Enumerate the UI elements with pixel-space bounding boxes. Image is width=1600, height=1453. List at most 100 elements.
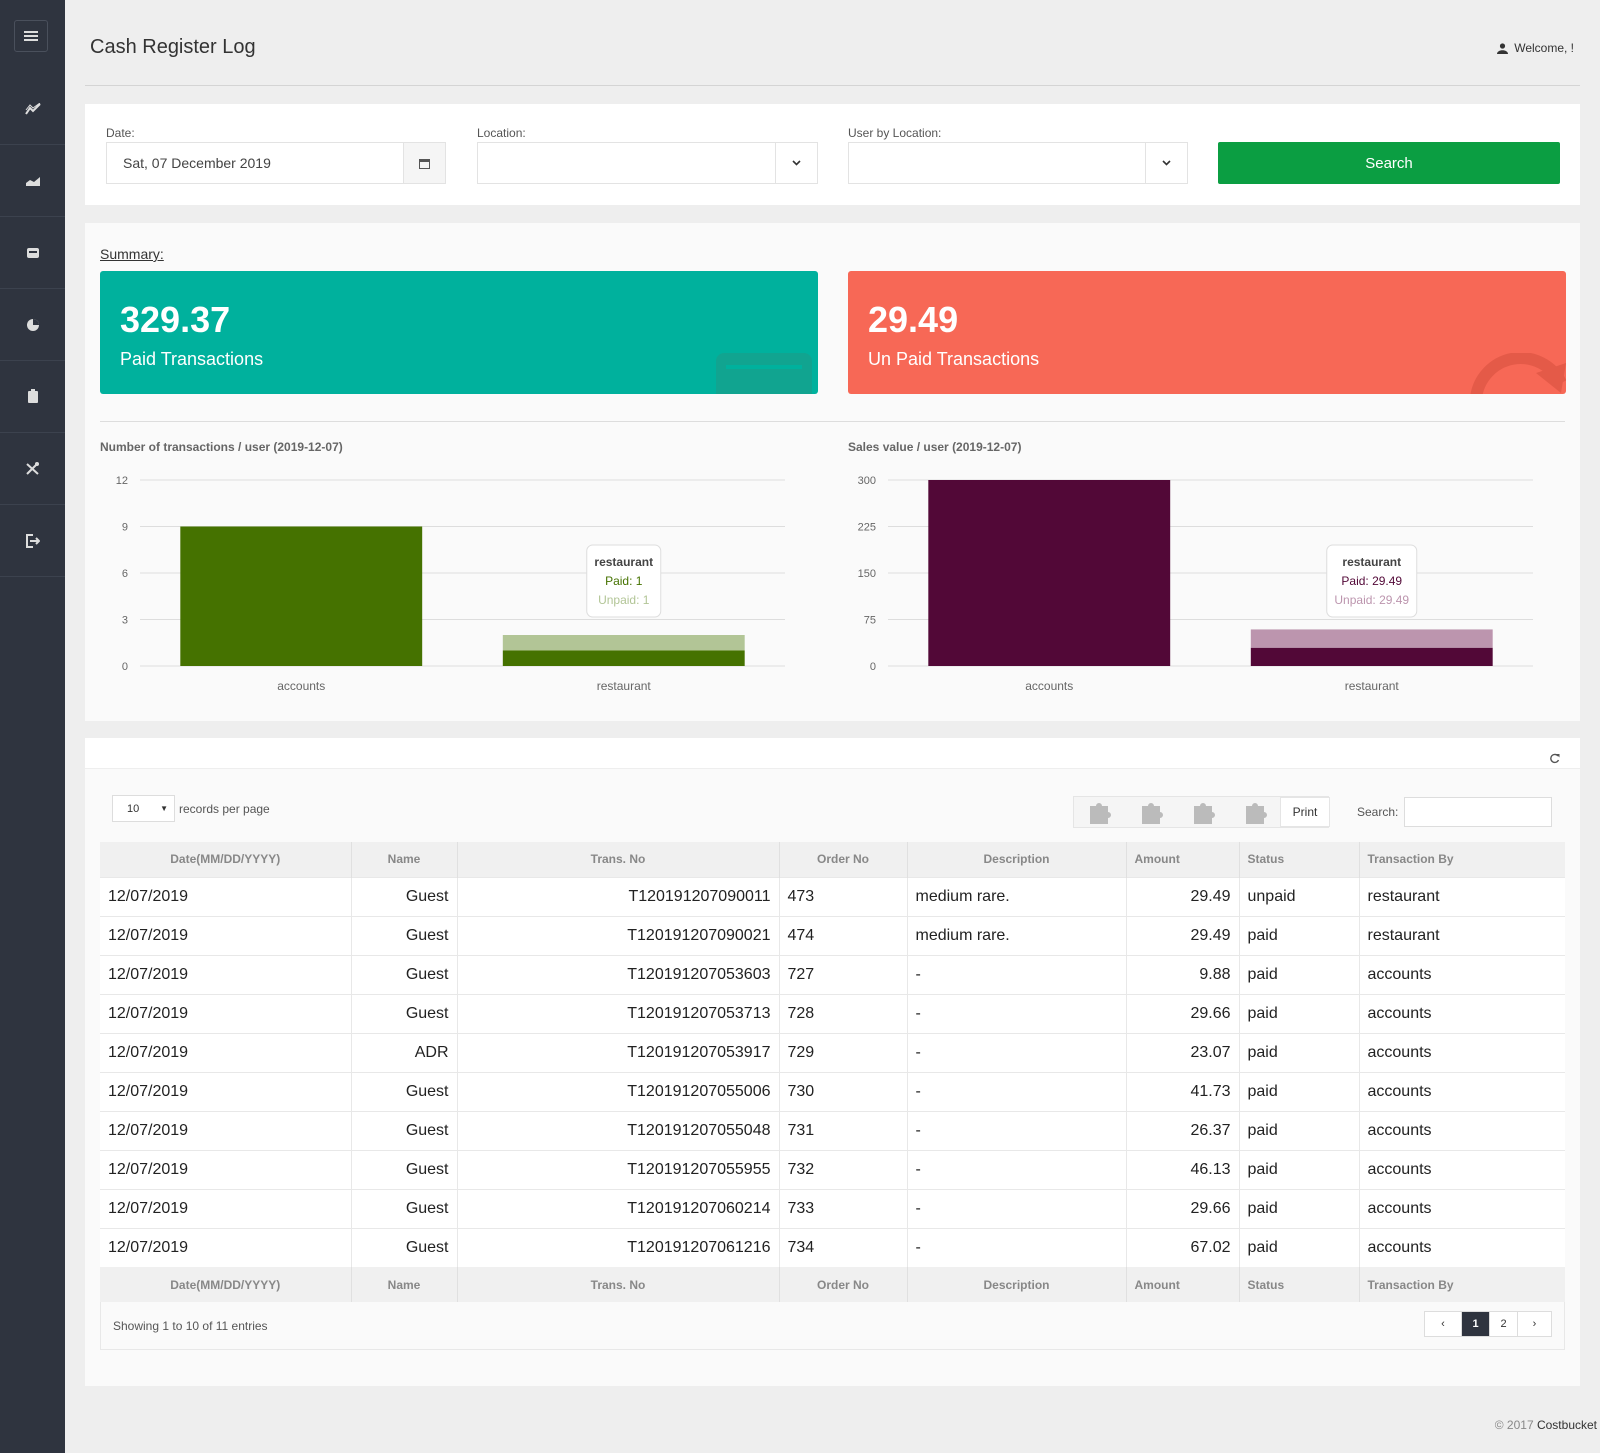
table-row: 12/07/2019 Guest T120191207090011 473 medium… bbox=[100, 876, 1565, 916]
col-date-footer: Date(MM/DD/YYYY) bbox=[100, 1267, 352, 1302]
sidebar-item-dashboard[interactable] bbox=[0, 73, 65, 145]
calendar-button[interactable] bbox=[403, 143, 445, 183]
cell-transaction-by: accounts bbox=[1359, 1071, 1565, 1111]
paid-value: 329.37 bbox=[120, 299, 231, 340]
table-footer-row: Date(MM/DD/YYYY) Name Trans. No Order No… bbox=[100, 1267, 1565, 1302]
tooltip-paid: Paid: 1 bbox=[605, 574, 643, 588]
col-description-header[interactable]: Description bbox=[907, 842, 1127, 877]
date-field[interactable]: Sat, 07 December 2019 bbox=[106, 142, 446, 184]
cell-status: paid bbox=[1239, 1032, 1360, 1072]
sidebar-item-inventory[interactable] bbox=[0, 217, 65, 289]
cell-name: Guest bbox=[351, 954, 458, 994]
puzzle-icon[interactable] bbox=[1178, 798, 1230, 826]
cell-name: Guest bbox=[351, 1149, 458, 1189]
cell-transaction-by: accounts bbox=[1359, 1149, 1565, 1189]
cell-amount: 41.73 bbox=[1126, 1071, 1240, 1111]
table-search-input[interactable] bbox=[1404, 797, 1552, 827]
refresh-icon[interactable] bbox=[1549, 753, 1560, 764]
cell-description: medium rare. bbox=[907, 876, 1127, 916]
transactions-chart: 0 3 6 9 12 accounts restaurant restaurant Paid: … bbox=[116, 475, 785, 693]
cell-status: paid bbox=[1239, 1188, 1360, 1228]
table-row: 12/07/2019 ADR T120191207053917 729-23.07 pa… bbox=[100, 1032, 1565, 1072]
cell-transaction-by: accounts bbox=[1359, 1110, 1565, 1150]
y-tick-label: 75 bbox=[864, 615, 876, 627]
cell-date: 12/07/2019 bbox=[100, 1110, 352, 1150]
puzzle-icon[interactable] bbox=[1230, 798, 1282, 826]
sidebar-item-analytics[interactable] bbox=[0, 289, 65, 361]
pagination: ‹ 1 2 › bbox=[1424, 1311, 1552, 1337]
footer-brand[interactable]: Costbucket bbox=[1536, 1418, 1597, 1432]
col-name-footer: Name bbox=[351, 1267, 458, 1302]
page-size-select[interactable]: 10 ▼ bbox=[112, 795, 175, 822]
sidebar-item-reports[interactable] bbox=[0, 145, 65, 217]
col-name-header[interactable]: Name bbox=[351, 842, 458, 877]
page-2-button[interactable]: 2 bbox=[1490, 1312, 1518, 1336]
cell-trans-no: T120191207053917 bbox=[457, 1032, 780, 1072]
bar-restaurant-paid[interactable] bbox=[502, 650, 745, 667]
cell-order-no: 728 bbox=[779, 993, 908, 1033]
bar-accounts-paid[interactable] bbox=[928, 480, 1171, 666]
puzzle-icon[interactable] bbox=[1126, 798, 1178, 826]
x-tick-label: restaurant bbox=[597, 679, 652, 693]
cell-trans-no: T120191207055955 bbox=[457, 1149, 780, 1189]
table-row: 12/07/2019 Guest T120191207055048 731-26.37… bbox=[100, 1110, 1565, 1150]
cell-name: Guest bbox=[351, 1110, 458, 1150]
user-menu[interactable]: Welcome, ! bbox=[1497, 41, 1574, 55]
bar-restaurant-unpaid[interactable] bbox=[1250, 629, 1493, 648]
unpaid-value: 29.49 bbox=[868, 299, 959, 340]
footer: © 2017 Costbucket bbox=[1495, 1418, 1597, 1432]
sidebar-item-settings[interactable] bbox=[0, 433, 65, 505]
cell-status: paid bbox=[1239, 993, 1360, 1033]
print-button[interactable]: Print bbox=[1280, 797, 1330, 827]
col-amount-header[interactable]: Amount bbox=[1126, 842, 1240, 877]
tooltip-paid: Paid: 29.49 bbox=[1341, 574, 1402, 588]
cell-order-no: 729 bbox=[779, 1032, 908, 1072]
bar-restaurant-paid[interactable] bbox=[1250, 647, 1493, 666]
cell-amount: 9.88 bbox=[1126, 954, 1240, 994]
user-icon bbox=[1497, 42, 1509, 54]
cell-amount: 67.02 bbox=[1126, 1227, 1240, 1267]
puzzle-icon[interactable] bbox=[1074, 798, 1126, 826]
user-location-select[interactable] bbox=[848, 142, 1188, 184]
prev-page-button[interactable]: ‹ bbox=[1425, 1312, 1462, 1336]
search-button[interactable]: Search bbox=[1218, 142, 1560, 184]
location-select[interactable] bbox=[477, 142, 818, 184]
tooltip-unpaid: Unpaid: 29.49 bbox=[1334, 593, 1409, 607]
cell-transaction-by: accounts bbox=[1359, 1032, 1565, 1072]
col-transaction-by-header[interactable]: Transaction By bbox=[1359, 842, 1565, 877]
col-date-header[interactable]: Date(MM/DD/YYYY) bbox=[100, 842, 352, 877]
cell-name: ADR bbox=[351, 1032, 458, 1072]
sidebar-item-logs[interactable] bbox=[0, 361, 65, 433]
sidebar-item-logout[interactable] bbox=[0, 505, 65, 577]
location-dropdown-toggle[interactable] bbox=[775, 143, 817, 183]
cell-description: medium rare. bbox=[907, 915, 1127, 955]
table-panel-heading bbox=[85, 738, 1580, 769]
credit-card-icon bbox=[716, 353, 812, 394]
table-row: 12/07/2019 Guest T120191207061216 734-67.02… bbox=[100, 1227, 1565, 1267]
summary-link[interactable]: Summary: bbox=[100, 246, 164, 262]
y-tick-label: 150 bbox=[858, 568, 876, 580]
col-trans-no-header[interactable]: Trans. No bbox=[457, 842, 780, 877]
table-row: 12/07/2019 Guest T120191207055006 730-41.73… bbox=[100, 1071, 1565, 1111]
table-header-row: Date(MM/DD/YYYY) Name Trans. No Order No… bbox=[100, 842, 1565, 877]
tools-icon bbox=[26, 462, 39, 475]
bar-restaurant-unpaid[interactable] bbox=[502, 635, 745, 651]
next-page-button[interactable]: › bbox=[1532, 1318, 1537, 1330]
page-title: Cash Register Log bbox=[90, 36, 256, 58]
col-order-no-header[interactable]: Order No bbox=[779, 842, 908, 877]
user-location-dropdown-toggle[interactable] bbox=[1145, 143, 1187, 183]
cell-status: paid bbox=[1239, 1149, 1360, 1189]
paid-label: Paid Transactions bbox=[120, 349, 264, 369]
col-status-header[interactable]: Status bbox=[1239, 842, 1360, 877]
cell-amount: 29.66 bbox=[1126, 1188, 1240, 1228]
sidebar-toggle-button[interactable] bbox=[14, 20, 48, 52]
bar-accounts-paid[interactable] bbox=[180, 526, 423, 667]
col-amount-footer: Amount bbox=[1126, 1267, 1240, 1302]
cell-status: paid bbox=[1239, 1071, 1360, 1111]
records-per-page-label: records per page bbox=[179, 802, 270, 816]
page-1-button[interactable]: 1 bbox=[1462, 1312, 1490, 1336]
col-trans-no-footer: Trans. No bbox=[457, 1267, 780, 1302]
cell-trans-no: T120191207061216 bbox=[457, 1227, 780, 1267]
sidebar bbox=[0, 0, 65, 1453]
